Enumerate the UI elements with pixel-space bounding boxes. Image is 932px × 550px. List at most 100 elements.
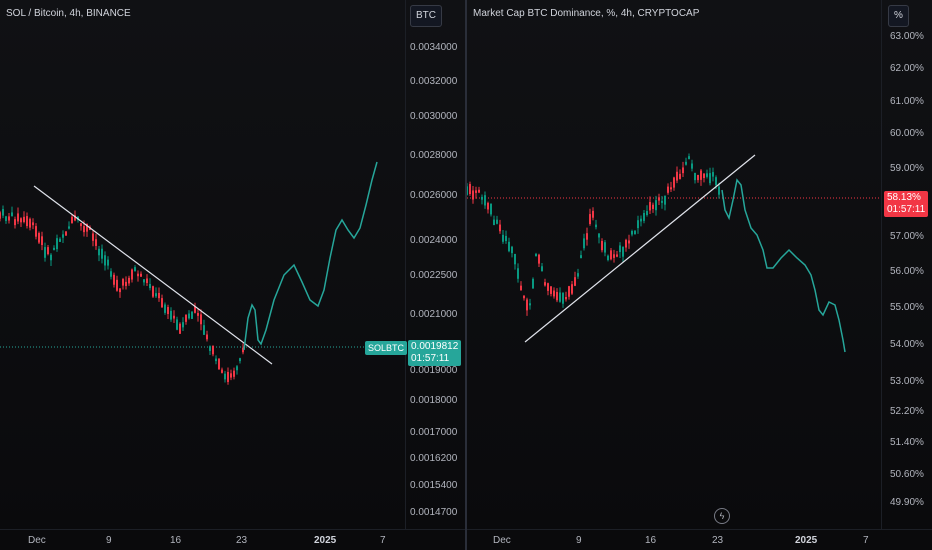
- candle: [541, 266, 543, 272]
- candle: [517, 268, 519, 279]
- candle: [188, 313, 190, 319]
- candle: [673, 177, 675, 188]
- price-label: 0.0022500: [410, 270, 458, 281]
- price-label: 61.00%: [890, 96, 924, 107]
- candle: [499, 224, 501, 232]
- candle: [553, 290, 555, 297]
- candle: [230, 373, 232, 378]
- candle: [80, 223, 82, 227]
- price-label: 59.00%: [890, 163, 924, 174]
- time-tick: 9: [576, 535, 582, 546]
- candle: [227, 371, 229, 382]
- time-tick: 23: [236, 535, 248, 546]
- candle: [670, 187, 672, 190]
- candle: [8, 216, 10, 221]
- price-label: 0.0015400: [410, 480, 458, 491]
- current-price-tag: 0.0019812 01:57:11: [408, 340, 462, 366]
- candle: [116, 279, 118, 291]
- candle: [685, 161, 687, 165]
- candle: [224, 373, 226, 380]
- candle: [221, 369, 223, 373]
- candle: [164, 304, 166, 313]
- candle: [41, 236, 43, 245]
- price-axis[interactable]: BTC 0.0034000 0.0032000 0.0030000 0.0028…: [405, 0, 465, 530]
- candle: [679, 173, 681, 179]
- time-axis[interactable]: Dec 9 16 23 2025 7: [0, 529, 465, 550]
- candle: [110, 271, 112, 277]
- candle: [212, 345, 214, 355]
- candle: [577, 273, 579, 277]
- unit-badge[interactable]: BTC: [410, 5, 442, 27]
- time-axis[interactable]: Dec 9 16 23 2025 7: [467, 529, 932, 550]
- candle: [128, 277, 130, 284]
- candle: [197, 313, 199, 316]
- candle: [83, 226, 85, 233]
- unit-badge[interactable]: %: [888, 5, 909, 27]
- candle: [583, 238, 585, 249]
- candle: [487, 202, 489, 210]
- candle: [122, 278, 124, 286]
- candle: [718, 186, 720, 195]
- sol-btc-chart-pane[interactable]: SOL / Bitcoin, 4h, BINANCE BTC 0.0034000…: [0, 0, 465, 550]
- candle: [496, 219, 498, 224]
- current-price-tag: 58.13% 01:57:11: [884, 191, 929, 217]
- candle: [113, 274, 115, 285]
- candle: [26, 216, 28, 227]
- candle: [56, 238, 58, 250]
- candle: [598, 233, 600, 238]
- candle: [152, 286, 154, 297]
- candle: [610, 250, 612, 260]
- candle: [32, 222, 34, 226]
- candle: [574, 277, 576, 286]
- btc-dominance-chart-canvas[interactable]: [467, 0, 932, 550]
- chart-title: SOL / Bitcoin, 4h, BINANCE: [6, 8, 131, 19]
- pane-divider[interactable]: [465, 0, 467, 550]
- candle: [631, 230, 633, 235]
- candle: [206, 334, 208, 340]
- candle: [239, 358, 241, 362]
- price-label: 0.0026000: [410, 190, 458, 201]
- candle: [125, 281, 127, 286]
- time-tick: 23: [712, 535, 724, 546]
- candle: [203, 325, 205, 335]
- price-label: 0.0016200: [410, 453, 458, 464]
- candle: [511, 246, 513, 254]
- price-label: 60.00%: [890, 128, 924, 139]
- time-tick: 7: [863, 535, 869, 546]
- price-label: 0.0028000: [410, 150, 458, 161]
- candle: [200, 314, 202, 325]
- candle: [107, 259, 109, 266]
- trendline: [33, 185, 273, 365]
- candle: [601, 240, 603, 251]
- candle: [565, 296, 567, 300]
- price-label: 0.0019000: [410, 365, 458, 376]
- candle: [532, 278, 534, 289]
- candle: [478, 189, 480, 193]
- price-label: 0.0017000: [410, 427, 458, 438]
- candle: [661, 200, 663, 203]
- candle: [146, 278, 148, 284]
- sol-btc-chart-canvas[interactable]: [0, 0, 465, 550]
- candle: [628, 240, 630, 244]
- price-label: 51.40%: [890, 437, 924, 448]
- btc-dominance-chart-pane[interactable]: Market Cap BTC Dominance, %, 4h, CRYPTOC…: [467, 0, 932, 550]
- candle: [484, 195, 486, 206]
- candle: [167, 307, 169, 315]
- candle: [215, 358, 217, 362]
- candle: [68, 226, 70, 229]
- candle: [547, 283, 549, 291]
- candle: [86, 223, 88, 232]
- candle: [47, 247, 49, 255]
- price-axis[interactable]: % 63.00% 62.00% 61.00% 60.00% 59.00% 57.…: [881, 0, 932, 530]
- candle: [23, 216, 25, 222]
- time-tick: 16: [645, 535, 657, 546]
- lightning-icon[interactable]: ϟ: [714, 508, 730, 524]
- candle: [0, 212, 1, 219]
- candle: [14, 219, 16, 226]
- candle: [475, 190, 477, 193]
- candle: [137, 273, 139, 277]
- candle: [155, 293, 157, 297]
- current-price: 0.0019812: [411, 341, 459, 352]
- candle: [131, 269, 133, 280]
- candle: [233, 370, 235, 377]
